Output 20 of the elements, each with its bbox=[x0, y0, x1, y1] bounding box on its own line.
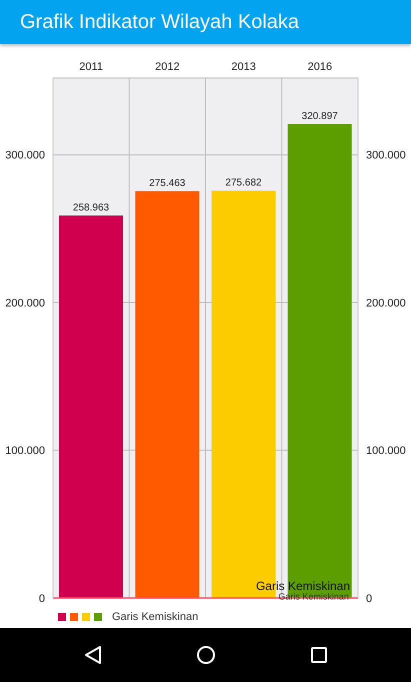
y2-tick-label: 0 bbox=[366, 592, 372, 605]
y-tick-label: 100.000 bbox=[5, 445, 45, 458]
y-tick-label: 0 bbox=[38, 592, 45, 605]
data-label: 320.897 bbox=[302, 110, 338, 122]
y-tick-label: 200.000 bbox=[5, 297, 45, 310]
data-label: 258.963 bbox=[72, 202, 110, 214]
legend-label: Garis Kemiskinan bbox=[112, 611, 198, 623]
chart-title: Grafik Indikator Wilayah Kolaka bbox=[0, 0, 411, 44]
data-label: 275.682 bbox=[225, 178, 262, 189]
y2-tick-label: 300.000 bbox=[366, 150, 406, 162]
bar bbox=[135, 191, 200, 598]
x-tick-label: 2013 bbox=[231, 61, 256, 73]
x-tick-label: 2016 bbox=[308, 61, 332, 73]
bar bbox=[59, 215, 123, 598]
x-tick-label: 2012 bbox=[155, 61, 180, 73]
y-tick-label: 300.000 bbox=[5, 150, 45, 162]
y2-tick-label: 200.000 bbox=[366, 297, 406, 310]
x-tick-label: 2011 bbox=[79, 61, 103, 73]
y2-tick-label: 100.000 bbox=[366, 445, 406, 458]
data-label: 275.463 bbox=[149, 178, 186, 190]
